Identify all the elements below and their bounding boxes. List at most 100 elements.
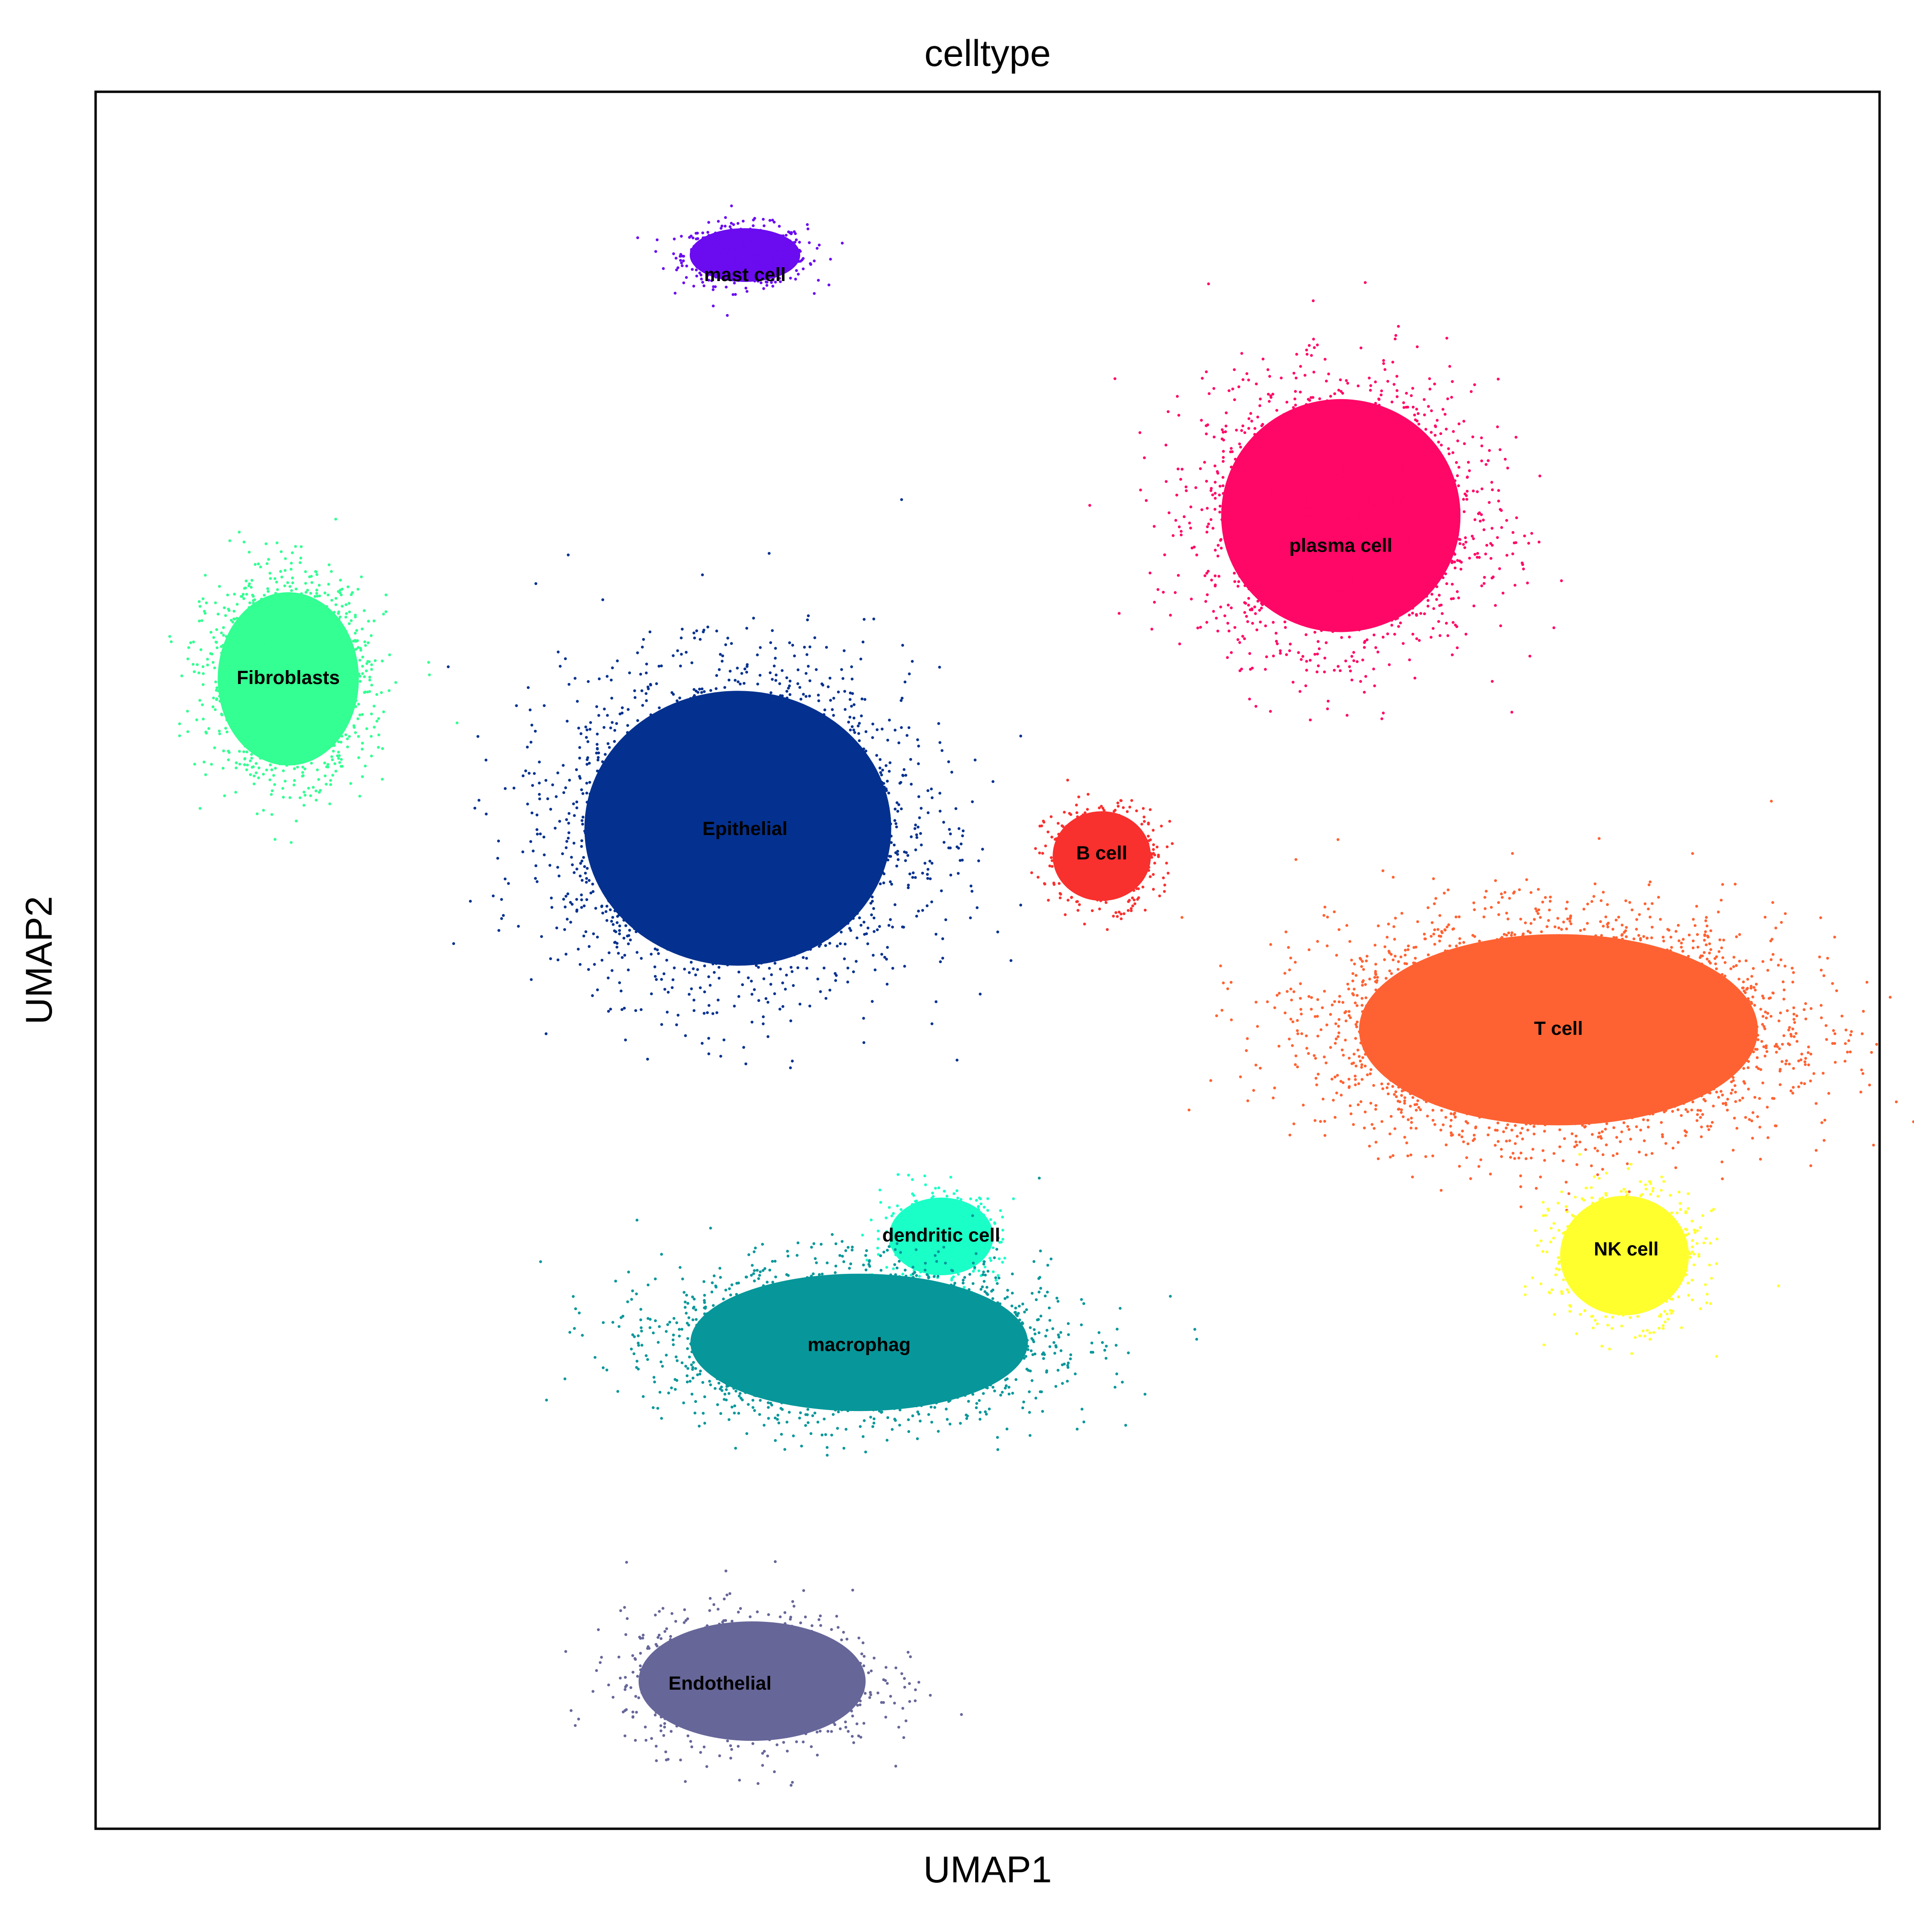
scatter-point <box>1383 526 1387 529</box>
scatter-point <box>1393 588 1397 592</box>
scatter-point <box>1283 620 1286 624</box>
scatter-point <box>319 652 322 655</box>
scatter-point <box>1333 559 1336 562</box>
scatter-point <box>1487 459 1490 462</box>
scatter-point <box>1370 415 1373 418</box>
scatter-point <box>274 645 277 648</box>
scatter-point <box>744 239 748 242</box>
scatter-point <box>1272 575 1275 578</box>
scatter-point <box>1353 500 1356 504</box>
scatter-point <box>187 646 190 649</box>
scatter-point <box>1338 557 1341 561</box>
scatter-point <box>1244 553 1247 556</box>
scatter-point <box>753 268 756 271</box>
scatter-point <box>1399 587 1402 591</box>
scatter-point <box>339 740 343 744</box>
scatter-point <box>330 742 333 745</box>
scatter-point <box>1417 586 1420 589</box>
scatter-point <box>1341 524 1345 528</box>
scatter-point <box>1450 561 1454 564</box>
scatter-point <box>293 651 296 654</box>
scatter-point <box>1395 375 1399 378</box>
scatter-point <box>736 257 739 260</box>
scatter-point <box>1416 508 1419 511</box>
scatter-point <box>1463 546 1467 549</box>
scatter-point <box>1271 542 1274 545</box>
scatter-point <box>728 260 731 264</box>
scatter-point <box>249 627 252 630</box>
scatter-point <box>1269 710 1272 713</box>
scatter-point <box>1236 638 1240 641</box>
scatter-point <box>1292 406 1295 409</box>
scatter-point <box>1243 637 1246 640</box>
scatter-point <box>1232 476 1236 479</box>
scatter-point <box>1340 416 1343 419</box>
scatter-point <box>365 669 368 673</box>
scatter-point <box>1301 479 1304 482</box>
scatter-point <box>276 588 279 591</box>
scatter-point <box>1480 459 1483 463</box>
scatter-point <box>808 241 811 244</box>
scatter-point <box>1205 370 1208 373</box>
scatter-point <box>1332 431 1335 434</box>
scatter-point <box>1340 451 1344 454</box>
scatter-point <box>1332 466 1335 469</box>
scatter-point <box>245 750 249 754</box>
scatter-point <box>1512 531 1515 534</box>
scatter-point <box>1409 489 1412 493</box>
scatter-point <box>1394 441 1397 445</box>
scatter-point <box>268 778 272 781</box>
scatter-point <box>723 261 727 265</box>
scatter-point <box>276 750 279 754</box>
scatter-point <box>1268 375 1272 378</box>
scatter-point <box>315 768 319 771</box>
scatter-point <box>1310 567 1313 570</box>
scatter-point <box>251 606 254 609</box>
scatter-point <box>1315 570 1318 573</box>
scatter-point <box>1316 517 1320 521</box>
scatter-point <box>294 638 297 641</box>
scatter-point <box>284 729 288 732</box>
scatter-point <box>1349 615 1353 619</box>
scatter-point <box>1342 474 1346 478</box>
scatter-point <box>779 267 782 270</box>
scatter-point <box>1299 560 1302 564</box>
scatter-point <box>1272 621 1275 624</box>
scatter-point <box>322 648 325 651</box>
scatter-point <box>244 709 248 713</box>
scatter-point <box>315 595 319 598</box>
scatter-point <box>1299 610 1303 613</box>
scatter-point <box>254 696 258 699</box>
scatter-point <box>309 592 312 595</box>
scatter-point <box>370 712 373 716</box>
scatter-point <box>1265 517 1269 521</box>
scatter-point <box>1356 557 1359 560</box>
scatter-point <box>1304 421 1307 423</box>
scatter-point <box>337 618 341 621</box>
scatter-point <box>1348 635 1351 639</box>
scatter-point <box>1265 655 1268 659</box>
scatter-point <box>767 239 771 242</box>
scatter-point <box>1423 550 1426 554</box>
scatter-point <box>1280 480 1283 484</box>
scatter-point <box>243 655 246 659</box>
scatter-point <box>1480 444 1483 447</box>
scatter-point <box>1363 431 1366 434</box>
scatter-point <box>737 267 740 270</box>
scatter-point <box>1304 607 1307 610</box>
scatter-point <box>1423 513 1425 516</box>
scatter-point <box>266 610 269 614</box>
scatter-point <box>273 838 277 841</box>
scatter-point <box>284 557 287 560</box>
scatter-point <box>235 648 238 651</box>
scatter-point <box>232 609 236 613</box>
scatter-point <box>261 705 264 708</box>
scatter-point <box>1306 564 1310 567</box>
scatter-point <box>1357 465 1360 468</box>
scatter-point <box>689 234 693 238</box>
scatter-point <box>343 673 347 675</box>
scatter-point <box>1329 464 1332 467</box>
scatter-point <box>1356 506 1359 509</box>
scatter-point <box>1500 526 1503 529</box>
scatter-point <box>1379 598 1382 602</box>
